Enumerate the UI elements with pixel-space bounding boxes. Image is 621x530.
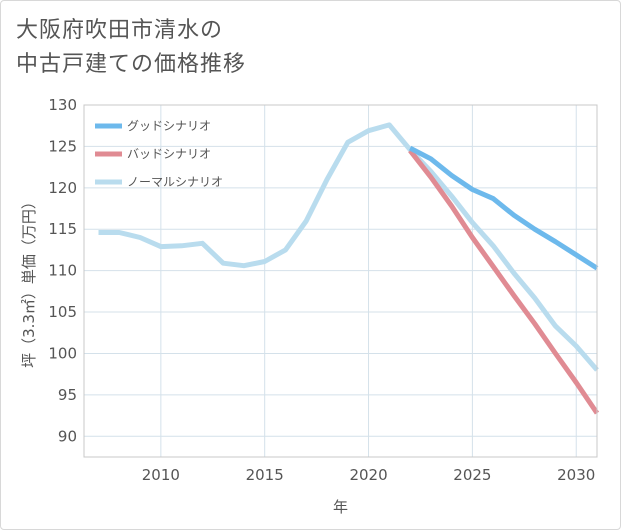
x-tick-label: 2020 [349,466,387,484]
series-line-1 [408,145,599,271]
x-tick-label: 2025 [453,466,491,484]
tick-labels: 2010 2015 2020 2025 2030 90 95 100 105 110 115 120 1… [48,96,595,484]
x-tick-label: 2010 [142,466,180,484]
y-tick-label: 130 [48,96,77,114]
chart-title-line-1: 大阪府吹田市清水の [16,18,224,43]
x-axis-title: 年 [333,498,348,516]
legend-label: ノーマルシナリオ [127,175,223,189]
series-lines [98,122,600,415]
x-tick-label: 2030 [557,466,595,484]
y-tick-label: 115 [48,220,77,238]
y-axis-title: 坪（3.3㎡）単価（万円） [20,194,38,368]
y-tick-label: 90 [58,427,77,445]
series-line-3 [98,122,599,372]
chart-title: 大阪府吹田市清水の 中古戸建ての価格推移 [16,14,436,82]
y-tick-label: 95 [58,386,77,404]
y-tick-label: 105 [48,303,77,321]
legend-label: バッドシナリオ [127,147,211,161]
y-tick-label: 110 [48,262,77,280]
y-tick-label: 120 [48,179,77,197]
y-tick-label: 125 [48,137,77,155]
chart-title-line-2: 中古戸建ての価格推移 [16,52,247,77]
legend-label: グッドシナリオ [127,119,211,133]
plot-border [83,104,598,458]
x-tick-label: 2015 [246,466,284,484]
grid-lines [84,104,597,457]
y-tick-label: 100 [48,344,77,362]
series-line-2 [408,149,600,415]
